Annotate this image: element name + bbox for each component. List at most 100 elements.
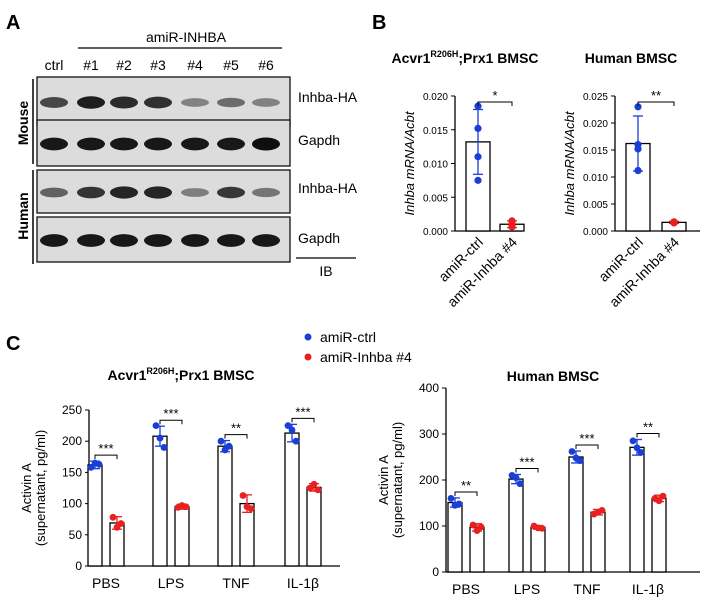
bar bbox=[530, 526, 546, 573]
chart-c-mouse: 0 50 100 150 200 250 Acvr1R206H;Prx1 BMSC Activ… bbox=[19, 366, 340, 591]
y-axis-label-2: (supernatant, pg/ml) bbox=[33, 430, 48, 546]
data-point bbox=[455, 500, 463, 508]
y-tick-label: 0.025 bbox=[583, 92, 608, 103]
data-point bbox=[239, 492, 247, 499]
significance-bracket bbox=[454, 491, 478, 496]
blot-band bbox=[181, 137, 209, 151]
bar bbox=[284, 432, 300, 567]
x-tick-label: PBS bbox=[452, 581, 480, 597]
row-label-mouse: Mouse bbox=[15, 101, 31, 146]
bar bbox=[152, 435, 168, 567]
lane-label-4-highlight: #4 bbox=[187, 57, 203, 73]
x-tick-label: TNF bbox=[573, 581, 600, 597]
data-point bbox=[292, 437, 300, 445]
y-tick-label: 100 bbox=[62, 497, 82, 511]
blot-band bbox=[144, 234, 172, 247]
blot-band bbox=[181, 188, 209, 197]
significance-label: *** bbox=[579, 431, 594, 446]
significance-label: ** bbox=[651, 88, 661, 103]
significance-bracket bbox=[515, 467, 539, 473]
chart-title: Human BMSC bbox=[585, 50, 678, 66]
western-blots bbox=[36, 76, 291, 263]
group-label: amiR-INHBA bbox=[146, 29, 227, 45]
data-point bbox=[634, 141, 642, 149]
blot-band bbox=[77, 234, 105, 247]
data-point bbox=[95, 460, 103, 468]
data-point bbox=[629, 437, 637, 445]
y-tick-label: 150 bbox=[62, 465, 82, 479]
data-point bbox=[474, 153, 482, 161]
data-point bbox=[634, 166, 642, 175]
x-tick-label: IL-1β bbox=[287, 575, 319, 591]
data-point bbox=[247, 505, 255, 512]
row-label-human: Human bbox=[15, 192, 31, 239]
data-point bbox=[284, 422, 292, 429]
blot-band bbox=[181, 98, 209, 107]
data-point bbox=[633, 444, 641, 452]
blot-band bbox=[110, 234, 138, 247]
blot-label-gapdh-mouse: Gapdh bbox=[298, 132, 340, 148]
data-point bbox=[225, 442, 233, 450]
blot-label-gapdh-human: Gapdh bbox=[298, 230, 340, 246]
data-point bbox=[474, 102, 482, 110]
blot-band bbox=[252, 187, 280, 198]
x-tick-label: LPS bbox=[158, 575, 184, 591]
lane-label-3: #3 bbox=[150, 57, 166, 73]
y-axis-label: Activin A bbox=[376, 455, 391, 505]
y-tick-label: 0.020 bbox=[583, 119, 608, 130]
data-point bbox=[568, 448, 576, 455]
data-point bbox=[447, 495, 455, 502]
blot-band bbox=[217, 234, 245, 247]
data-point bbox=[634, 103, 642, 111]
y-tick-label: 0.005 bbox=[423, 193, 448, 204]
lane-label-5: #5 bbox=[223, 57, 239, 73]
blot-band bbox=[144, 186, 172, 199]
data-point bbox=[477, 523, 485, 531]
chart-title: Acvr1R206H;Prx1 BMSC bbox=[391, 49, 538, 66]
x-tick-label: TNF bbox=[222, 575, 249, 591]
significance-label: *** bbox=[295, 404, 310, 419]
lane-label-1: #1 bbox=[83, 57, 99, 73]
data-point bbox=[117, 520, 125, 527]
data-point bbox=[659, 492, 667, 500]
blot-band bbox=[77, 137, 105, 151]
significance-label: ** bbox=[231, 421, 241, 436]
blot-label-inhba-mouse: Inhba-HA bbox=[298, 89, 358, 105]
data-point bbox=[670, 218, 678, 226]
lane-label-2: #2 bbox=[116, 57, 132, 73]
bar bbox=[217, 445, 233, 567]
y-tick-label: 0.015 bbox=[423, 126, 448, 137]
chart-title: Acvr1R206H;Prx1 BMSC bbox=[107, 366, 254, 383]
y-tick-label: 0 bbox=[75, 559, 82, 573]
y-tick-label: 200 bbox=[62, 434, 82, 448]
bar bbox=[87, 464, 103, 567]
blot-label-inhba-human: Inhba-HA bbox=[298, 180, 358, 196]
blot-band bbox=[40, 137, 68, 151]
significance-bracket bbox=[94, 454, 118, 460]
data-point bbox=[314, 486, 322, 494]
y-axis-label: Activin A bbox=[19, 463, 34, 513]
significance-bracket bbox=[575, 444, 599, 450]
data-point bbox=[512, 474, 520, 482]
y-tick-label: 0.005 bbox=[583, 200, 608, 211]
blot-band bbox=[252, 137, 280, 151]
blot-band bbox=[40, 97, 68, 108]
significance-bracket bbox=[159, 419, 183, 425]
y-tick-label: 50 bbox=[69, 528, 83, 542]
data-point bbox=[152, 422, 160, 429]
panel-c-letter: C bbox=[6, 333, 20, 355]
y-tick-label: 0.010 bbox=[583, 173, 608, 184]
lane-label-ctrl: ctrl bbox=[45, 57, 64, 73]
data-point bbox=[288, 426, 296, 434]
blot-band bbox=[217, 97, 245, 108]
blot-band bbox=[110, 137, 138, 151]
data-point bbox=[576, 457, 584, 465]
data-point bbox=[156, 434, 164, 442]
y-tick-label: 0 bbox=[432, 565, 439, 579]
y-tick-label: 400 bbox=[419, 381, 439, 395]
blot-band bbox=[181, 234, 209, 247]
chart-b-human: 0.000 0.005 0.010 0.015 0.020 0.025 Human BMSC… bbox=[562, 50, 700, 310]
y-tick-label: 300 bbox=[419, 427, 439, 441]
data-point bbox=[217, 437, 225, 445]
